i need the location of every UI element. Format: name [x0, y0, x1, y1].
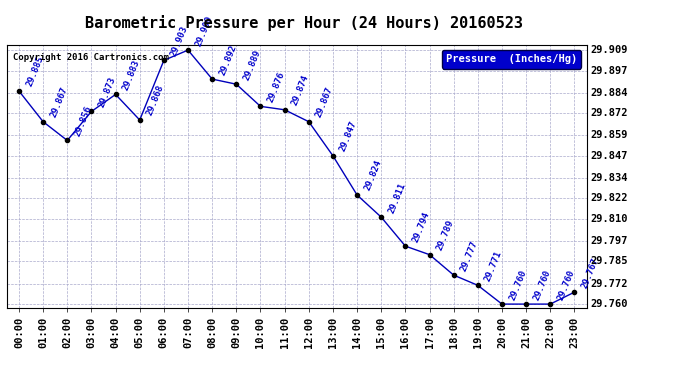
- Text: 29.883: 29.883: [121, 58, 141, 92]
- Text: 29.884: 29.884: [590, 88, 627, 98]
- Text: 29.909: 29.909: [194, 14, 214, 47]
- Text: 29.856: 29.856: [73, 104, 93, 138]
- Text: 29.789: 29.789: [435, 219, 455, 252]
- Text: 29.772: 29.772: [590, 279, 627, 289]
- Text: 29.794: 29.794: [411, 210, 431, 243]
- Text: 29.760: 29.760: [590, 299, 627, 309]
- Text: 29.872: 29.872: [590, 108, 627, 118]
- Text: 29.777: 29.777: [460, 239, 480, 272]
- Text: 29.822: 29.822: [590, 194, 627, 203]
- Text: 29.785: 29.785: [590, 256, 627, 267]
- Text: 29.909: 29.909: [590, 45, 627, 55]
- Text: 29.885: 29.885: [25, 55, 45, 88]
- Text: 29.876: 29.876: [266, 70, 286, 104]
- Text: 29.868: 29.868: [146, 84, 166, 117]
- Text: 29.810: 29.810: [590, 214, 627, 224]
- Text: 29.892: 29.892: [218, 43, 238, 76]
- Text: 29.859: 29.859: [590, 130, 627, 140]
- Text: 29.867: 29.867: [49, 86, 69, 119]
- Text: 29.760: 29.760: [508, 268, 528, 302]
- Legend: Pressure  (Inches/Hg): Pressure (Inches/Hg): [442, 50, 581, 69]
- Text: 29.834: 29.834: [590, 173, 627, 183]
- Text: 29.760: 29.760: [532, 268, 552, 302]
- Text: 29.847: 29.847: [590, 151, 627, 161]
- Text: Copyright 2016 Cartronics.com: Copyright 2016 Cartronics.com: [12, 53, 168, 62]
- Text: 29.847: 29.847: [339, 120, 359, 153]
- Text: 29.767: 29.767: [580, 256, 600, 290]
- Text: 29.797: 29.797: [590, 236, 627, 246]
- Text: Barometric Pressure per Hour (24 Hours) 20160523: Barometric Pressure per Hour (24 Hours) …: [85, 15, 522, 31]
- Text: 29.811: 29.811: [387, 181, 407, 214]
- Text: 29.897: 29.897: [590, 66, 627, 76]
- Text: 29.760: 29.760: [556, 268, 576, 302]
- Text: 29.824: 29.824: [363, 159, 383, 192]
- Text: 29.771: 29.771: [484, 249, 504, 283]
- Text: 29.903: 29.903: [170, 24, 190, 58]
- Text: 29.867: 29.867: [315, 86, 335, 119]
- Text: 29.889: 29.889: [242, 48, 262, 81]
- Text: 29.874: 29.874: [290, 74, 310, 107]
- Text: 29.873: 29.873: [97, 75, 117, 109]
